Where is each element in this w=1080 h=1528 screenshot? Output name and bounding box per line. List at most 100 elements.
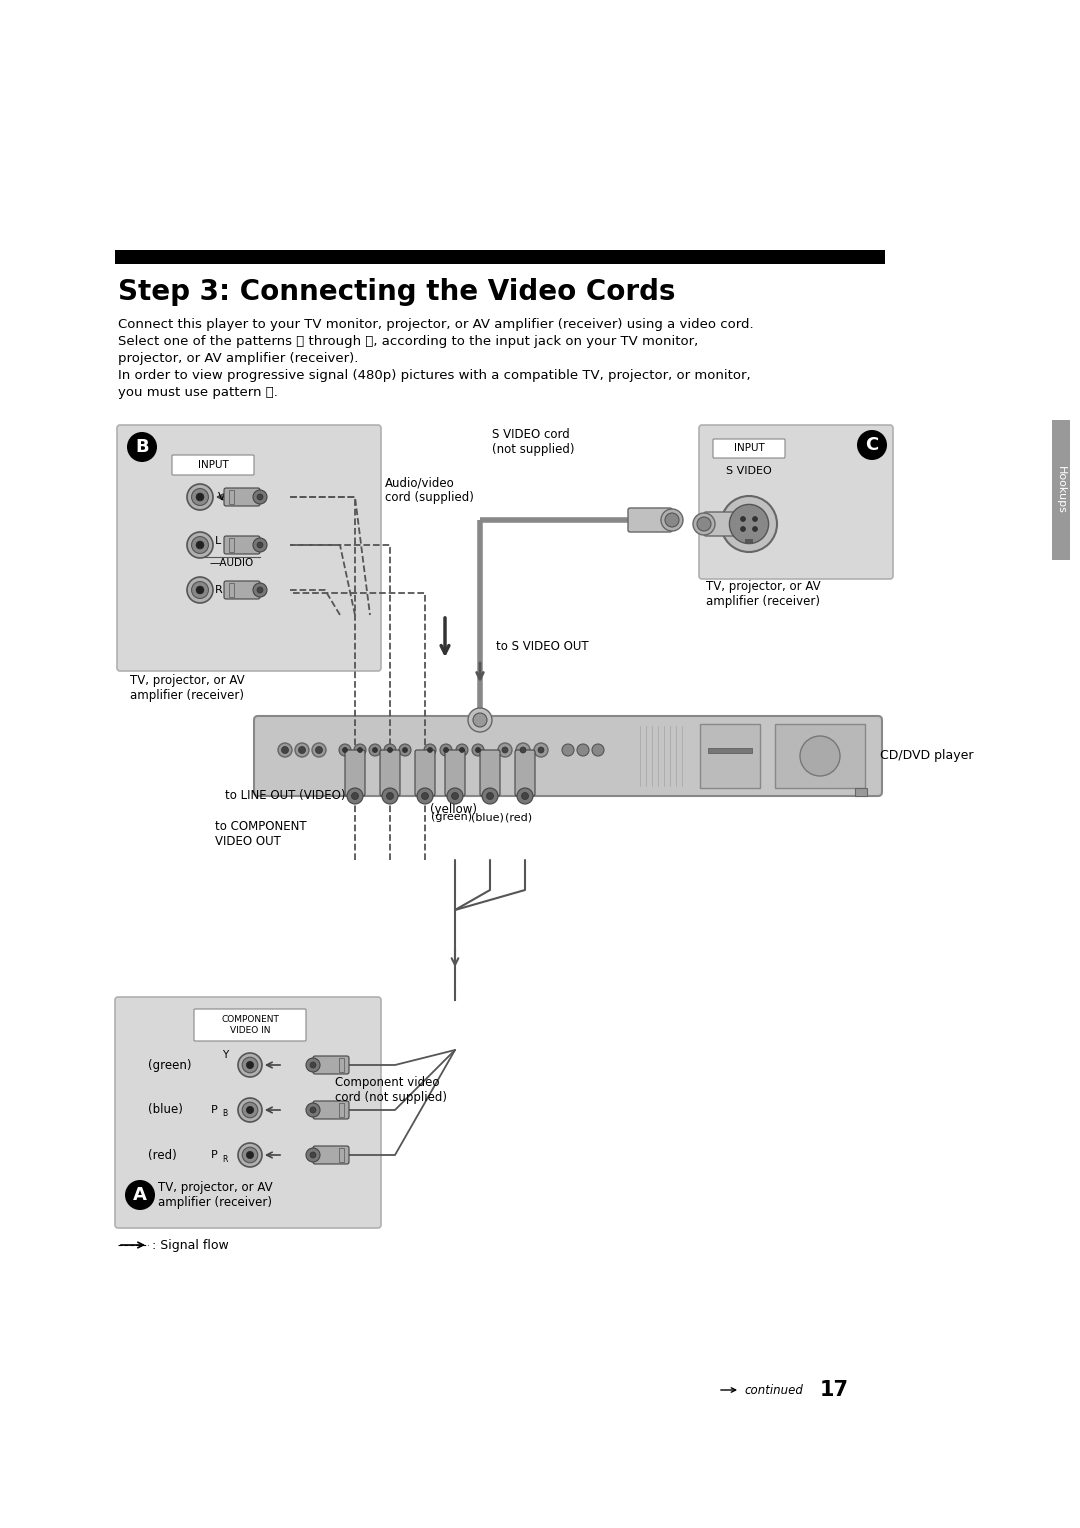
Circle shape — [741, 527, 745, 532]
Circle shape — [312, 743, 326, 756]
Circle shape — [456, 744, 468, 756]
FancyBboxPatch shape — [480, 750, 500, 796]
Circle shape — [191, 536, 208, 553]
Circle shape — [800, 736, 840, 776]
Text: Y: Y — [221, 1050, 228, 1060]
Bar — [229, 538, 234, 552]
FancyBboxPatch shape — [704, 512, 748, 536]
FancyBboxPatch shape — [114, 996, 381, 1229]
FancyBboxPatch shape — [224, 536, 260, 555]
Text: to LINE OUT (VIDEO): to LINE OUT (VIDEO) — [225, 788, 346, 802]
Bar — [775, 724, 865, 788]
Circle shape — [665, 513, 679, 527]
Circle shape — [242, 1057, 258, 1073]
Text: (blue): (blue) — [148, 1103, 183, 1117]
Bar — [855, 788, 867, 796]
Circle shape — [577, 744, 589, 756]
Circle shape — [315, 747, 323, 753]
FancyBboxPatch shape — [313, 1056, 349, 1074]
Circle shape — [451, 793, 459, 799]
Circle shape — [238, 1053, 262, 1077]
FancyBboxPatch shape — [117, 425, 381, 671]
Circle shape — [253, 490, 267, 504]
FancyBboxPatch shape — [254, 717, 882, 796]
Circle shape — [347, 788, 363, 804]
Circle shape — [693, 513, 715, 535]
Circle shape — [306, 1057, 320, 1073]
Text: (green): (green) — [431, 811, 473, 822]
Circle shape — [482, 788, 498, 804]
Text: B: B — [135, 439, 149, 455]
Text: projector, or AV amplifier (receiver).: projector, or AV amplifier (receiver). — [118, 351, 359, 365]
Text: S VIDEO: S VIDEO — [726, 466, 772, 477]
Circle shape — [424, 744, 436, 756]
Circle shape — [858, 429, 887, 460]
Text: (red): (red) — [148, 1149, 177, 1161]
FancyBboxPatch shape — [194, 1008, 306, 1041]
FancyBboxPatch shape — [713, 439, 785, 458]
FancyBboxPatch shape — [172, 455, 254, 475]
Text: Step 3: Connecting the Video Cords: Step 3: Connecting the Video Cords — [118, 278, 675, 306]
Circle shape — [522, 793, 528, 799]
Text: TV, projector, or AV
amplifier (receiver): TV, projector, or AV amplifier (receiver… — [706, 581, 821, 608]
Circle shape — [517, 788, 534, 804]
Circle shape — [417, 788, 433, 804]
Text: COMPONENT
VIDEO IN: COMPONENT VIDEO IN — [221, 1015, 279, 1034]
Text: (yellow): (yellow) — [430, 804, 477, 816]
Circle shape — [246, 1062, 254, 1068]
Circle shape — [197, 587, 204, 594]
Circle shape — [388, 747, 392, 752]
Circle shape — [459, 747, 464, 752]
Circle shape — [127, 432, 157, 461]
Bar — [708, 749, 752, 753]
Circle shape — [382, 788, 399, 804]
Text: VIDEO: VIDEO — [218, 492, 253, 503]
Text: P: P — [212, 1151, 218, 1160]
Bar — [745, 539, 753, 544]
Circle shape — [473, 714, 487, 727]
Circle shape — [246, 1152, 254, 1158]
Circle shape — [534, 743, 548, 756]
Text: Connect this player to your TV monitor, projector, or AV amplifier (receiver) us: Connect this player to your TV monitor, … — [118, 318, 754, 332]
FancyBboxPatch shape — [313, 1146, 349, 1164]
Text: Audio/video
cord (supplied): Audio/video cord (supplied) — [384, 477, 474, 504]
Bar — [229, 584, 234, 597]
Bar — [1052, 420, 1070, 559]
Circle shape — [310, 1152, 316, 1158]
Circle shape — [729, 504, 769, 544]
Circle shape — [310, 1062, 316, 1068]
Circle shape — [298, 747, 306, 753]
Circle shape — [661, 509, 683, 532]
Text: continued: continued — [744, 1383, 802, 1397]
Circle shape — [444, 747, 448, 752]
Text: R: R — [222, 1155, 228, 1163]
Circle shape — [125, 1180, 156, 1210]
Text: : Signal flow: : Signal flow — [152, 1239, 229, 1251]
Circle shape — [238, 1143, 262, 1167]
Circle shape — [373, 747, 378, 752]
FancyBboxPatch shape — [345, 750, 365, 796]
Text: P: P — [212, 1105, 218, 1115]
Circle shape — [253, 538, 267, 552]
Circle shape — [486, 793, 494, 799]
Circle shape — [310, 1106, 316, 1112]
Text: Select one of the patterns Ⓐ through Ⓒ, according to the input jack on your TV m: Select one of the patterns Ⓐ through Ⓒ, … — [118, 335, 699, 348]
Circle shape — [354, 744, 366, 756]
Text: (red): (red) — [505, 811, 532, 822]
Circle shape — [306, 1148, 320, 1161]
Circle shape — [697, 516, 711, 532]
Circle shape — [306, 1103, 320, 1117]
Text: —AUDIO: —AUDIO — [210, 558, 254, 568]
Text: R: R — [215, 585, 222, 594]
Circle shape — [257, 587, 264, 593]
FancyBboxPatch shape — [415, 750, 435, 796]
Text: INPUT: INPUT — [198, 460, 228, 471]
Text: Component video
cord (not supplied): Component video cord (not supplied) — [335, 1076, 447, 1105]
Circle shape — [440, 744, 453, 756]
Bar — [339, 1103, 345, 1117]
Circle shape — [519, 747, 526, 753]
FancyBboxPatch shape — [515, 750, 535, 796]
Circle shape — [387, 793, 393, 799]
Circle shape — [242, 1102, 258, 1118]
Text: In order to view progressive signal (480p) pictures with a compatible TV, projec: In order to view progressive signal (480… — [118, 368, 751, 382]
